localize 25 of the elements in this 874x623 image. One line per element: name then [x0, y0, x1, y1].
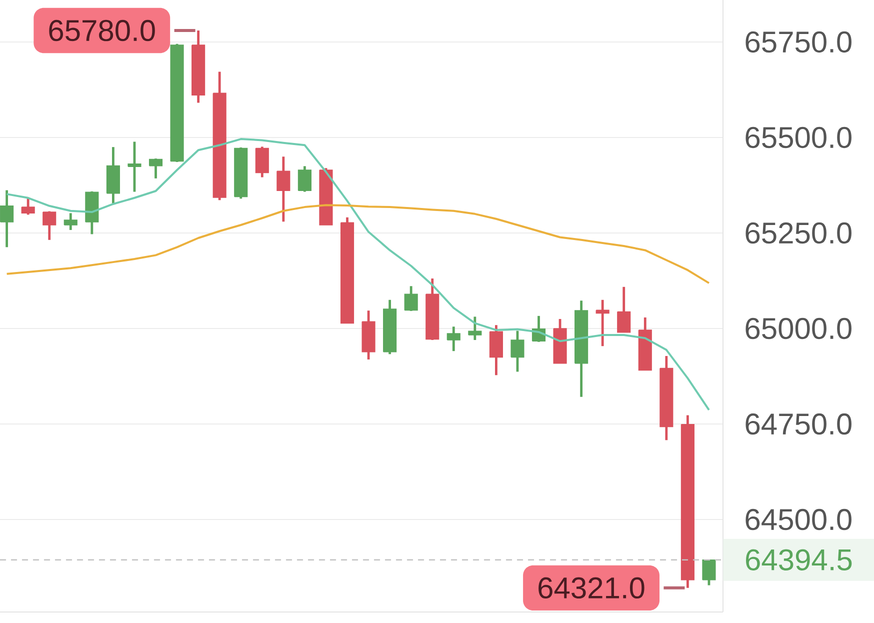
candlestick — [617, 286, 631, 334]
candlestick — [596, 298, 610, 348]
y-tick-label: 65750.0 — [746, 31, 852, 53]
candlestick — [404, 284, 418, 312]
candlestick — [510, 330, 524, 373]
candlestick — [148, 157, 163, 180]
ref-line-label: 64394.5 — [746, 549, 852, 570]
line-series — [6, 138, 710, 411]
annotation: 65780.0 — [49, 20, 155, 42]
annotation: 64321.0 — [538, 577, 644, 599]
y-tick-label: 64500.0 — [746, 508, 852, 530]
candlestick — [128, 140, 142, 193]
candlestick — [42, 210, 56, 242]
y-tick-label: 65250.0 — [746, 222, 852, 244]
candlestick — [298, 164, 312, 193]
candlestick — [446, 325, 460, 352]
y-tick-label: 64750.0 — [746, 413, 852, 435]
candlestick — [702, 558, 716, 586]
candlestick — [276, 155, 290, 223]
candlestick — [21, 196, 35, 216]
candlestick — [468, 315, 482, 342]
y-tick-label: 65500.0 — [746, 126, 852, 148]
candlestick — [0, 189, 14, 248]
candlestick — [64, 212, 78, 232]
y-tick-label: 65000.0 — [746, 318, 852, 340]
